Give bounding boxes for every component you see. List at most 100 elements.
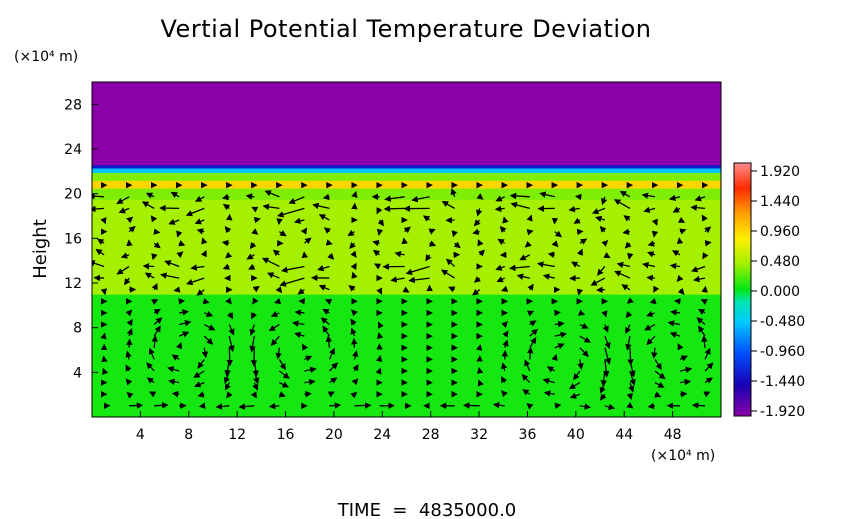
vector-arrow-346: [627, 252, 634, 260]
vector-arrow-434: [312, 202, 330, 210]
y-axis-ticks: 4 8 12 16 20 24 28: [64, 97, 98, 381]
vector-arrow-382: [279, 230, 287, 237]
vector-arrow-48: [679, 390, 688, 398]
vector-arrow-440: [476, 208, 483, 217]
vector-arrow-65: [477, 379, 484, 387]
vector-arrow-44: [569, 392, 581, 399]
vector-arrow-400: [100, 217, 107, 225]
vector-arrow-42: [522, 389, 531, 396]
vector-arrow-168: [554, 331, 568, 339]
vector-arrow-278: [160, 272, 180, 279]
vector-arrow-83: [304, 366, 317, 374]
vector-arrow-310: [350, 262, 357, 270]
vector-arrow-271: [621, 284, 631, 291]
vector-arrow-343: [547, 251, 555, 258]
vector-arrow-452: [145, 192, 155, 199]
vector-arrow-86: [375, 367, 382, 375]
vector-arrow-372: [647, 240, 656, 247]
vector-arrow-453: [170, 191, 180, 198]
vector-arrow-349: [702, 252, 709, 260]
vector-arrow-170: [604, 335, 611, 350]
vector-arrow-35: [350, 391, 358, 399]
vector-arrow-33: [304, 390, 312, 398]
vector-arrow-338: [425, 254, 432, 262]
y-unit-label: (×10⁴ m): [14, 49, 78, 65]
vector-arrow-67: [521, 374, 531, 384]
vector-arrow-130: [226, 347, 233, 367]
vector-arrow-7: [268, 402, 280, 410]
field-band-1: [92, 199, 721, 295]
vector-arrow-148: [677, 343, 684, 351]
x-unit-label: (×10⁴ m): [651, 448, 715, 464]
vector-arrow-463: [411, 195, 430, 203]
vector-arrow-179: [203, 323, 216, 331]
vector-arrow-150: [100, 332, 107, 340]
vector-arrow-425: [92, 205, 105, 213]
vector-arrow-102: [148, 347, 155, 360]
vector-arrow-247: [649, 297, 657, 305]
vector-arrow-295: [590, 277, 606, 286]
vector-arrow-391: [499, 225, 507, 233]
vector-arrow-166: [502, 330, 509, 338]
vector-arrow-51: [125, 378, 133, 386]
vector-arrow-359: [325, 239, 333, 246]
vector-arrow-365: [477, 239, 484, 247]
colorbar-tick-label: 0.480: [760, 254, 800, 270]
vector-arrow-378: [176, 230, 183, 238]
chart-title: Vertial Potential Temperature Deviation: [161, 15, 652, 43]
vector-arrow-267: [527, 283, 534, 291]
vector-arrow-205: [227, 312, 234, 320]
vector-arrow-76: [125, 364, 132, 372]
vector-arrow-84: [328, 362, 339, 372]
vector-arrow-117: [527, 346, 534, 360]
vector-arrow-31: [250, 391, 257, 399]
vector-arrow-303: [164, 260, 180, 268]
vector-arrow-311: [373, 263, 382, 270]
time-footer: TIME = 4835000.0: [337, 500, 517, 519]
vector-arrow-160: [350, 327, 357, 337]
vector-arrow-209: [322, 308, 330, 315]
vector-arrow-277: [144, 272, 155, 279]
vector-arrow-201: [125, 309, 133, 317]
vector-arrow-415: [473, 219, 481, 227]
vector-arrow-306: [248, 263, 256, 270]
vector-arrow-279: [186, 277, 205, 286]
vector-arrow-464: [450, 188, 457, 198]
vector-arrow-466: [495, 195, 505, 202]
vector-arrow-20: [604, 403, 616, 411]
vector-arrow-149: [701, 335, 708, 348]
vector-arrow-356: [249, 242, 257, 250]
vector-arrow-289: [440, 269, 455, 279]
vector-arrow-444: [568, 205, 580, 213]
colorbar: [733, 162, 752, 417]
vector-arrow-34: [327, 391, 335, 398]
vector-arrow-383: [300, 227, 308, 235]
vector-arrow-82: [278, 370, 290, 379]
vector-arrow-178: [179, 319, 192, 327]
vector-arrow-85: [352, 363, 359, 372]
field-band-4: [92, 172, 721, 181]
vector-arrow-455: [221, 193, 230, 201]
vector-arrow-265: [472, 288, 481, 296]
x-tick-label: 40: [567, 427, 585, 443]
colorbar-tick-label: -0.960: [760, 344, 805, 360]
vector-arrow-199: [696, 317, 706, 326]
vector-arrow-384: [323, 227, 331, 234]
y-tick-label: 12: [64, 276, 82, 292]
vector-arrow-256: [252, 285, 260, 293]
vector-arrow-273: [677, 287, 685, 295]
vector-arrow-5: [215, 403, 230, 410]
vector-arrow-395: [599, 225, 607, 233]
vector-arrow-66: [501, 375, 508, 384]
x-tick-label: 4: [136, 427, 145, 443]
vector-arrow-459: [322, 193, 330, 201]
vector-arrow-439: [441, 200, 455, 209]
vector-arrow-376: [128, 225, 136, 233]
vector-arrow-299: [693, 275, 706, 283]
vector-arrow-449: [690, 204, 706, 211]
vector-arrow-142: [529, 336, 537, 349]
vector-arrow-129: [201, 347, 209, 359]
vector-arrow-317: [509, 264, 530, 272]
vector-arrow-204: [204, 310, 214, 317]
vector-arrow-198: [667, 320, 681, 327]
